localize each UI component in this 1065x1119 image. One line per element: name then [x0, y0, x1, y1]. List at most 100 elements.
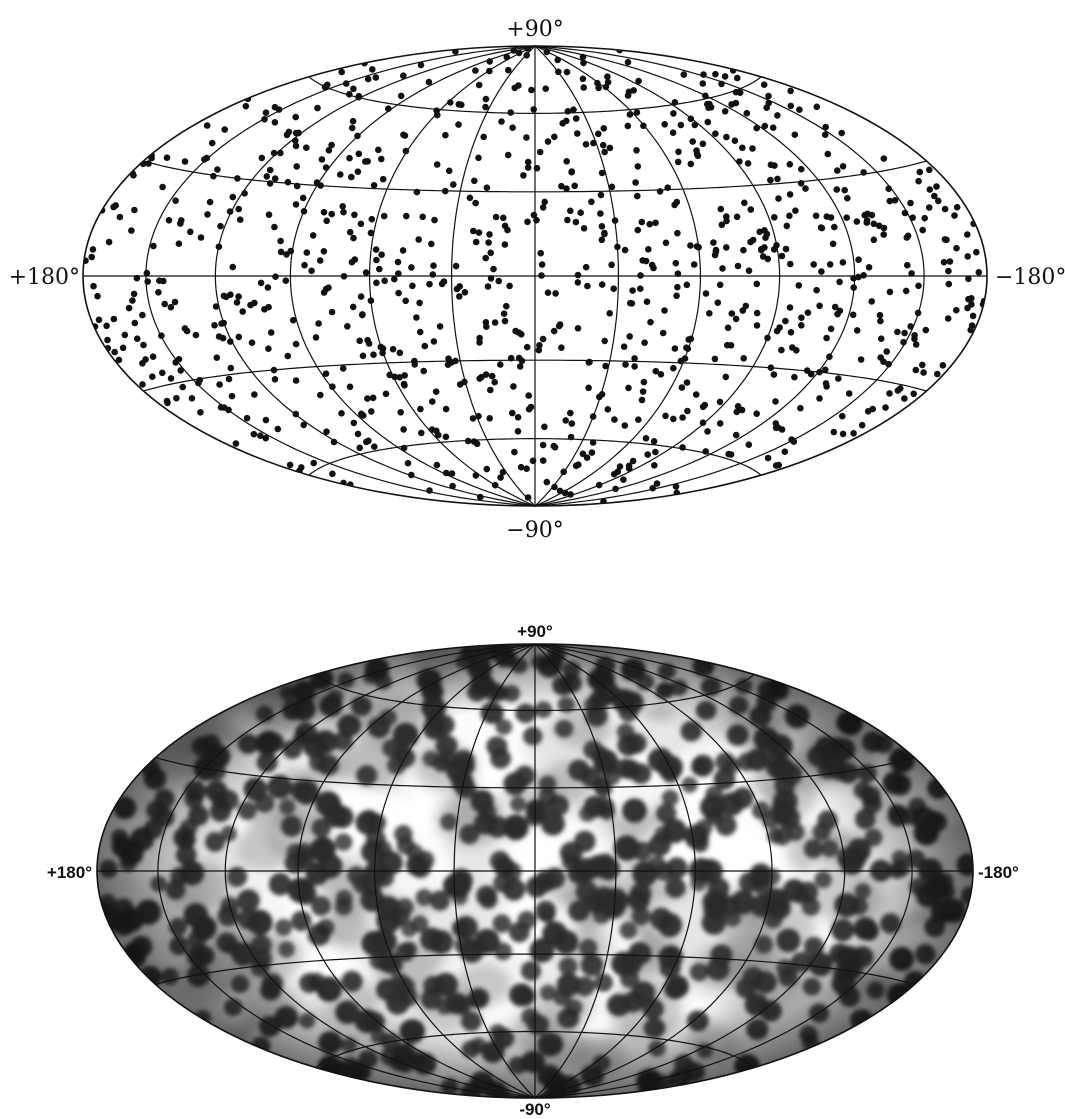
source-point — [262, 109, 270, 116]
source-point — [510, 383, 517, 390]
source-point — [450, 181, 457, 188]
source-point — [228, 392, 236, 400]
source-point — [595, 130, 602, 138]
source-point — [897, 385, 904, 392]
source-point — [415, 236, 423, 243]
source-point — [541, 423, 548, 431]
source-point — [150, 242, 157, 250]
source-point — [684, 407, 691, 415]
source-point — [399, 247, 407, 254]
source-point — [849, 311, 857, 319]
source-point — [638, 396, 646, 404]
source-point — [611, 416, 618, 423]
source-point — [349, 303, 357, 311]
source-point — [349, 117, 357, 125]
source-point — [657, 371, 665, 378]
source-point — [139, 381, 146, 388]
source-point — [753, 410, 760, 418]
source-point — [753, 322, 761, 329]
source-point — [261, 306, 268, 313]
source-point — [178, 217, 185, 224]
source-point — [363, 438, 370, 446]
source-point — [482, 254, 490, 262]
source-point — [816, 395, 823, 402]
source-point — [329, 383, 336, 391]
source-point — [564, 216, 571, 224]
source-point — [761, 122, 769, 130]
source-point — [968, 301, 975, 308]
source-point — [786, 191, 794, 198]
source-point — [810, 261, 817, 268]
source-point — [716, 398, 724, 406]
source-point — [741, 199, 748, 207]
source-point — [413, 314, 420, 321]
source-point — [309, 232, 317, 239]
source-point — [620, 343, 628, 351]
source-point — [778, 346, 785, 354]
source-point — [563, 158, 570, 165]
source-point — [497, 361, 504, 368]
source-point — [880, 155, 888, 162]
source-point — [582, 141, 590, 148]
source-point — [476, 375, 484, 382]
source-point — [536, 148, 544, 156]
source-point — [323, 217, 331, 225]
source-point — [822, 366, 829, 374]
source-point — [652, 219, 659, 227]
source-point — [523, 134, 530, 141]
bottom-map-outline — [96, 643, 974, 1099]
source-point — [308, 267, 315, 275]
source-point — [855, 256, 862, 264]
source-point — [818, 268, 825, 275]
source-point — [322, 164, 330, 171]
source-point — [172, 197, 179, 204]
source-point — [181, 158, 189, 165]
source-point — [598, 281, 606, 288]
source-point — [567, 409, 574, 417]
source-point — [835, 375, 842, 382]
source-point — [167, 375, 175, 382]
source-point — [187, 228, 194, 236]
source-point — [716, 420, 724, 427]
source-point — [644, 451, 651, 458]
source-point — [727, 342, 735, 349]
source-point — [350, 419, 358, 427]
source-point — [364, 395, 371, 402]
source-point — [673, 292, 680, 300]
source-point — [558, 182, 565, 190]
source-point — [277, 248, 285, 256]
source-point — [903, 234, 911, 241]
source-point — [417, 61, 425, 69]
source-point — [214, 166, 221, 173]
source-point — [495, 277, 503, 285]
source-point — [597, 210, 604, 217]
source-point — [516, 363, 524, 370]
source-point — [485, 239, 492, 246]
source-point — [149, 353, 157, 361]
source-point — [208, 139, 216, 147]
source-point — [727, 451, 735, 458]
source-point — [371, 443, 378, 451]
source-point — [637, 285, 644, 293]
source-point — [599, 141, 607, 149]
source-point — [242, 102, 250, 110]
source-point — [394, 258, 402, 266]
source-point — [635, 77, 642, 85]
source-point — [538, 261, 546, 268]
source-point — [764, 454, 772, 462]
source-point — [338, 68, 346, 76]
source-point — [428, 426, 436, 433]
source-point — [975, 269, 983, 276]
source-point — [339, 203, 347, 210]
source-point — [539, 335, 547, 343]
source-point — [455, 121, 462, 128]
source-point — [344, 323, 351, 330]
source-point — [588, 449, 596, 456]
source-point — [286, 461, 294, 469]
source-point — [919, 361, 926, 369]
source-point — [455, 101, 463, 108]
source-point — [629, 457, 637, 465]
source-point — [798, 165, 805, 173]
source-point — [350, 234, 357, 242]
source-point — [687, 160, 695, 168]
